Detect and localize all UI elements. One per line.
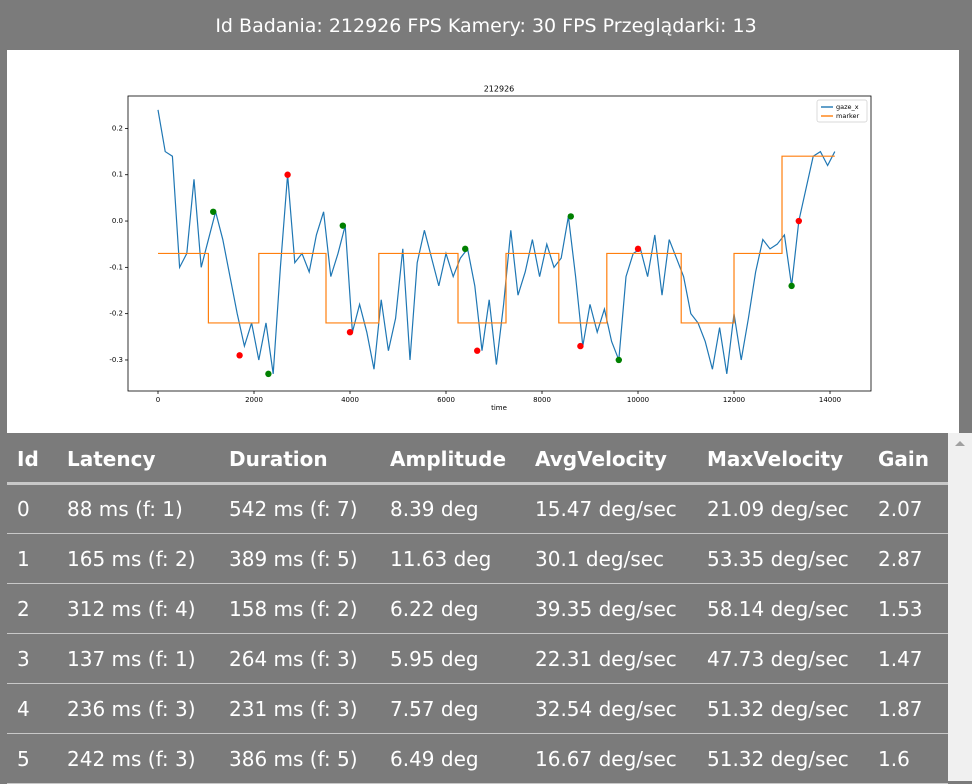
table-cell: 22.31 deg/sec	[535, 647, 677, 671]
column-header: AvgVelocity	[535, 447, 667, 471]
table-cell: 5.95 deg	[390, 647, 479, 671]
x-tick-label: 0	[156, 396, 160, 404]
table-cell: 11.63 deg	[390, 547, 492, 571]
table-cell: 2	[17, 597, 30, 621]
table-cell: 312 ms (f: 4)	[67, 597, 196, 621]
x-tick-label: 6000	[437, 396, 455, 404]
event-point	[795, 217, 803, 225]
event-point	[210, 208, 217, 215]
row-separator	[7, 683, 948, 684]
table-cell: 51.32 deg/sec	[707, 697, 849, 721]
event-point	[474, 347, 481, 354]
table-cell: 542 ms (f: 7)	[229, 497, 358, 521]
x-tick-label: 12000	[723, 396, 745, 404]
x-tick-label: 8000	[533, 396, 551, 404]
scrollbar[interactable]	[948, 433, 972, 781]
chart: 212926 time 0 2000 4000 6000 8000 10000 12000 1…	[109, 85, 872, 412]
table-cell: 264 ms (f: 3)	[229, 647, 358, 671]
table-cell: 158 ms (f: 2)	[229, 597, 358, 621]
table-cell: 1.87	[878, 697, 923, 721]
column-header: Latency	[67, 447, 156, 471]
table-cell: 47.73 deg/sec	[707, 647, 849, 671]
x-tick-label: 14000	[819, 396, 841, 404]
column-header: Duration	[229, 447, 328, 471]
y-tick-label: -0.1	[109, 263, 123, 271]
y-tick-label: 0.0	[112, 217, 123, 225]
table-cell: 1	[17, 547, 30, 571]
table-cell: 231 ms (f: 3)	[229, 697, 358, 721]
legend-label: marker	[836, 112, 860, 120]
table-cell: 5	[17, 747, 30, 771]
x-tick-label: 4000	[341, 396, 359, 404]
table-cell: 88 ms (f: 1)	[67, 497, 183, 521]
table-cell: 165 ms (f: 2)	[67, 547, 196, 571]
row-separator	[7, 583, 948, 584]
table-cell: 7.57 deg	[390, 697, 479, 721]
table-cell: 15.47 deg/sec	[535, 497, 677, 521]
series-line	[158, 155, 835, 324]
chart-panel: 212926 time 0 2000 4000 6000 8000 10000 12000 1…	[7, 50, 959, 433]
series-line	[157, 109, 836, 374]
table-cell: 51.32 deg/sec	[707, 747, 849, 771]
event-point	[634, 245, 642, 253]
table-cell: 30.1 deg/sec	[535, 547, 665, 571]
table-cell: 53.35 deg/sec	[707, 547, 849, 571]
header-separator	[7, 482, 948, 485]
table-cell: 386 ms (f: 5)	[229, 747, 358, 771]
event-point	[615, 356, 623, 364]
y-tick-label: -0.3	[109, 356, 123, 364]
table-cell: 1.6	[878, 747, 910, 771]
event-point	[265, 370, 272, 378]
event-point	[339, 222, 347, 229]
chart-title: 212926	[484, 85, 515, 94]
table-cell: 39.35 deg/sec	[535, 597, 677, 621]
column-header: Gain	[878, 447, 930, 471]
table-cell: 1.47	[878, 647, 923, 671]
header-title: Id Badania: 212926 FPS Kamery: 30 FPS Pr…	[215, 15, 757, 37]
y-tick-label: -0.2	[109, 310, 123, 318]
event-point	[577, 342, 584, 350]
column-header: Id	[17, 447, 39, 471]
table-cell: 58.14 deg/sec	[707, 597, 849, 621]
y-tick-label: 0.2	[112, 124, 123, 132]
table-cell: 137 ms (f: 1)	[67, 647, 196, 671]
x-axis-label: time	[491, 404, 507, 412]
event-point	[788, 282, 795, 290]
row-separator	[7, 533, 948, 534]
table-cell: 8.39 deg	[390, 497, 479, 521]
event-point	[284, 171, 291, 178]
results-table: Id Latency Duration Amplitude AvgVelocity Max…	[7, 433, 948, 784]
x-tick-label: 10000	[627, 396, 649, 404]
event-point	[567, 213, 575, 220]
plot-frame	[127, 95, 872, 392]
table-cell: 0	[17, 497, 30, 521]
legend-label: gaze_x	[836, 103, 859, 111]
row-separator	[7, 733, 948, 734]
table-cell: 2.07	[878, 497, 923, 521]
column-header: MaxVelocity	[707, 447, 844, 471]
table-cell: 21.09 deg/sec	[707, 497, 849, 521]
event-point	[462, 245, 469, 253]
x-tick-label: 2000	[245, 396, 263, 404]
table-cell: 389 ms (f: 5)	[229, 547, 358, 571]
row-separator	[7, 633, 948, 634]
y-tick-label: 0.1	[112, 171, 123, 179]
table-cell: 1.53	[878, 597, 923, 621]
table-cell: 6.49 deg	[390, 747, 479, 771]
table-cell: 3	[17, 647, 30, 671]
table-cell: 2.87	[878, 547, 923, 571]
table-cell: 242 ms (f: 3)	[67, 747, 196, 771]
table-cell: 4	[17, 697, 30, 721]
scroll-up-arrow[interactable]	[948, 433, 972, 453]
table-cell: 16.67 deg/sec	[535, 747, 677, 771]
event-point	[236, 352, 243, 359]
table-cell: 32.54 deg/sec	[535, 697, 677, 721]
event-point	[346, 328, 354, 336]
column-header: Amplitude	[390, 447, 507, 471]
table-cell: 236 ms (f: 3)	[67, 697, 196, 721]
table-cell: 6.22 deg	[390, 597, 479, 621]
